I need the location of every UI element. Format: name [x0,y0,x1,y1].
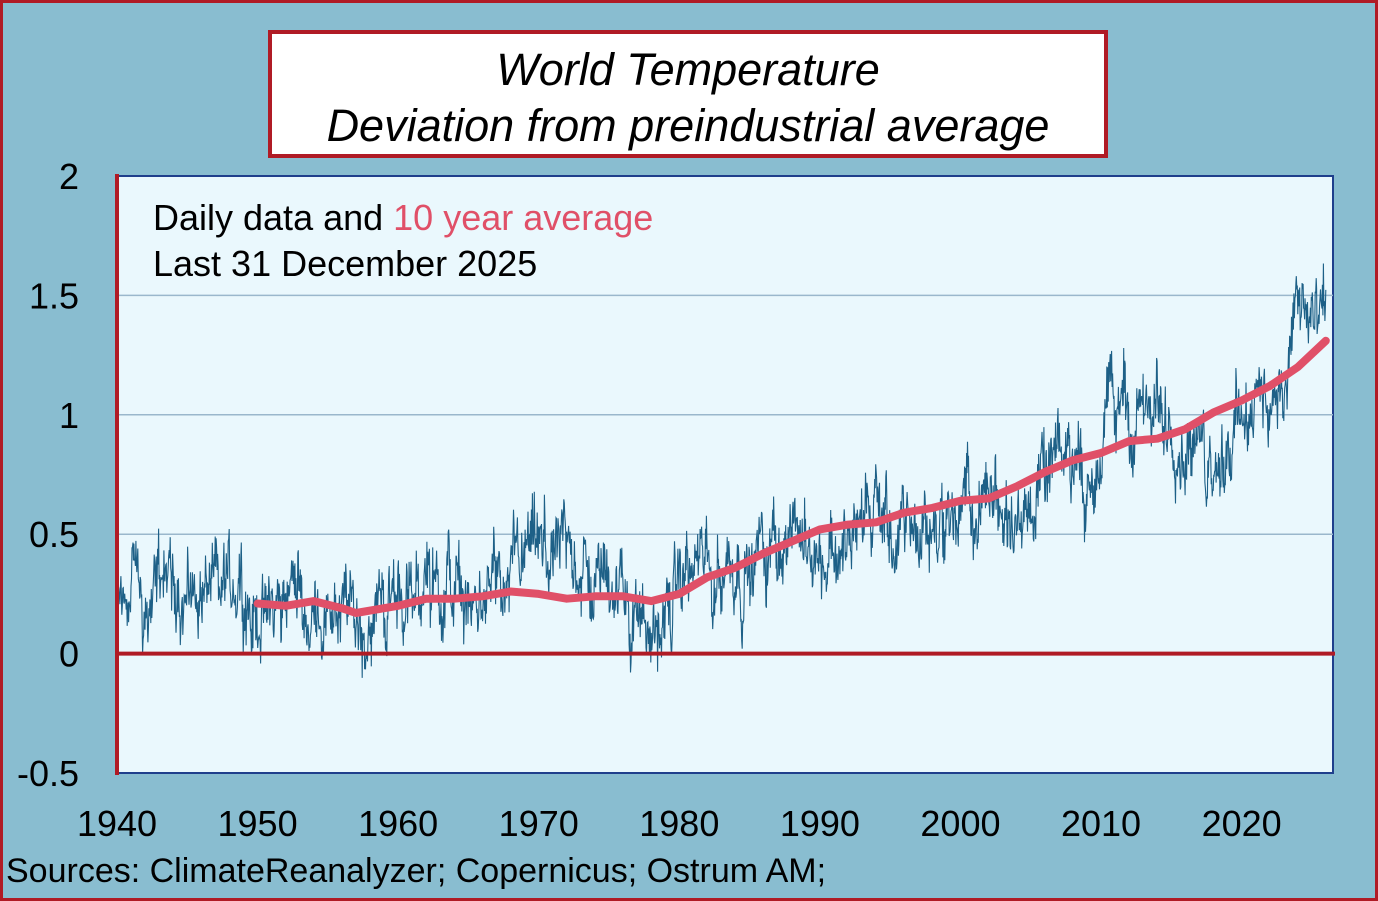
legend-daily-label: Daily data and [153,197,393,238]
x-tick-label: 1950 [218,803,298,844]
x-tick-label: 2010 [1061,803,1141,844]
chart-title-line1: World Temperature [496,44,880,95]
y-tick-label: 1.5 [29,275,79,316]
y-tick-label: 1 [59,395,79,436]
average-series [253,336,1330,617]
source-note: Sources: ClimateReanalyzer; Copernicus; … [6,852,827,890]
y-tick-label: 2 [59,156,79,197]
x-tick-label: 1990 [780,803,860,844]
grid-lines [117,294,1333,535]
x-tick-label: 1980 [639,803,719,844]
y-tick-label: 0 [59,634,79,675]
x-tick-label: 2000 [920,803,1000,844]
daily-data-line [116,263,1327,678]
y-tick-label: -0.5 [17,753,79,794]
ten-year-average-line [253,336,1330,617]
plot-area [116,175,1334,774]
x-axis-ticks: 1940 1950 1960 1970 1980 1990 2000 2010 2020 [77,803,1282,844]
x-tick-label: 1940 [77,803,157,844]
legend-average-label: 10 year average [393,197,653,238]
y-tick-label: 0.5 [29,514,79,555]
x-tick-label: 2020 [1202,803,1282,844]
legend-line2: Last 31 December 2025 [153,243,537,284]
y-axis-ticks: 2 1.5 1 0.5 0 -0.5 [17,156,79,794]
x-tick-label: 1960 [358,803,438,844]
chart-title-box: World Temperature Deviation from preindu… [268,30,1108,158]
chart-title-line2: Deviation from preindustrial average [326,100,1050,151]
daily-series [116,263,1327,678]
x-tick-label: 1970 [499,803,579,844]
legend-line1: Daily data and 10 year average [153,197,653,238]
